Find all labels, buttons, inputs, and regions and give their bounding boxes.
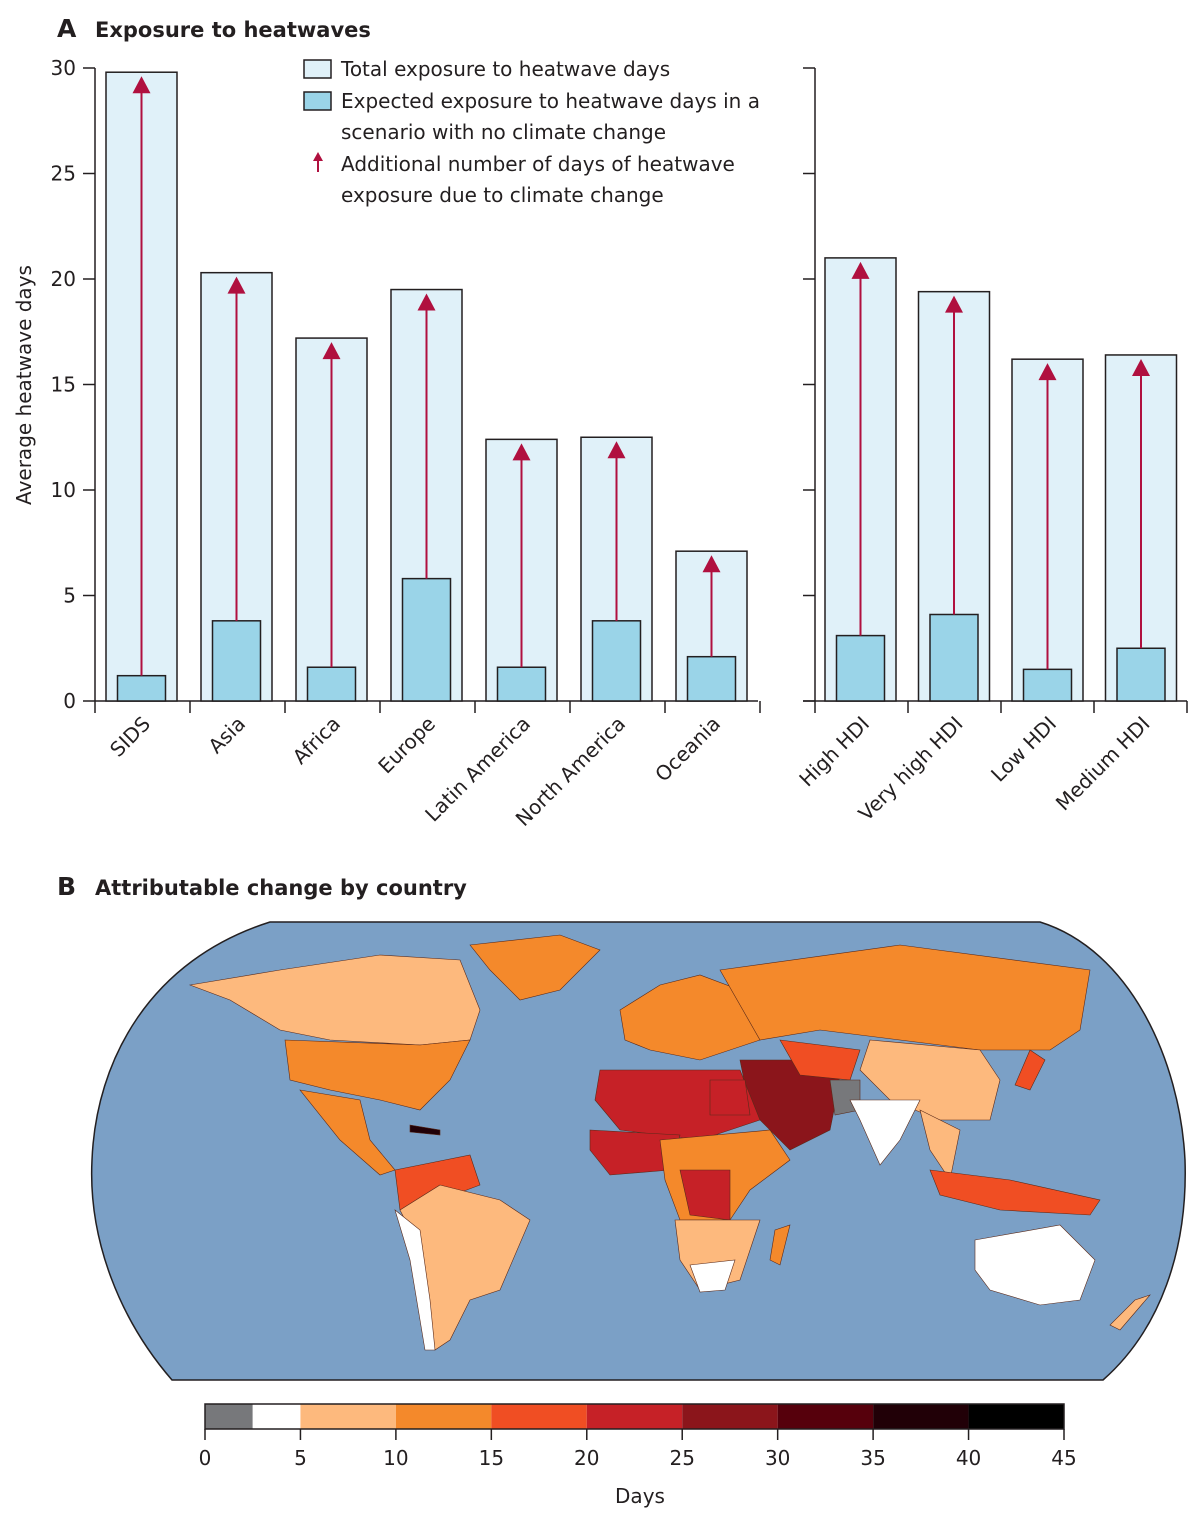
country-united-states <box>284 1039 471 1111</box>
colorbar-bin <box>873 1404 969 1429</box>
country-egypt <box>709 1079 751 1116</box>
arrow-head <box>1038 363 1057 381</box>
country-india <box>849 1099 921 1166</box>
baseline-bar <box>116 674 167 702</box>
colorbar-tick-label: 35 <box>860 1446 885 1470</box>
colorbar-tick-label: 45 <box>1051 1446 1076 1470</box>
colorbar-bin <box>205 1404 253 1429</box>
x-tick-label: High HDI <box>794 712 874 792</box>
colorbar-tick-label: 40 <box>956 1446 981 1470</box>
arrow-head <box>132 76 151 94</box>
colorbar-tick-label: 25 <box>669 1446 694 1470</box>
colorbar-bin <box>682 1404 778 1429</box>
x-tick-label: Asia <box>203 712 250 759</box>
country-madagascar <box>769 1224 791 1266</box>
colorbar-bin <box>491 1404 587 1429</box>
y-tick-label: 5 <box>63 584 76 608</box>
country-andes-west <box>394 1209 436 1351</box>
colorbar-bin <box>300 1404 396 1429</box>
colorbar: 0 5 10 15 20 25 30 35 40 45 <box>199 1403 1077 1470</box>
baseline-bar <box>401 577 452 702</box>
baseline-bar <box>835 634 886 702</box>
legend-entry: Additional number of days of heatwave <box>341 152 735 176</box>
y-tick-label: 15 <box>51 373 76 397</box>
x-tick-label: Low HDI <box>986 712 1061 787</box>
country-new-zealand <box>1109 1294 1151 1331</box>
colorbar-tick-label: 20 <box>574 1446 599 1470</box>
x-tick-label: SIDS <box>105 712 155 762</box>
country-west-africa <box>589 1129 681 1176</box>
arrow-head <box>702 555 721 573</box>
map-border <box>90 921 1186 1381</box>
arrow-head <box>322 342 341 360</box>
y-tick-label: 0 <box>63 689 76 713</box>
colorbar-tick-label: 0 <box>199 1446 212 1470</box>
panel-a-title: Exposure to heatwaves <box>95 18 371 42</box>
arrow-head <box>945 295 963 313</box>
baseline-bar <box>686 655 737 702</box>
legend-entry: scenario with no climate change <box>341 120 666 144</box>
y-tick-label: 20 <box>51 267 76 291</box>
country-south-africa <box>689 1259 736 1293</box>
arrow-head <box>417 293 436 311</box>
baseline-bar <box>306 666 357 702</box>
colorbar-bin <box>252 1404 301 1429</box>
baseline-bar <box>1022 668 1073 702</box>
panel-b-title: Attributable change by country <box>95 876 467 900</box>
panel-a-letter: A <box>57 14 77 43</box>
baseline-bar <box>929 613 979 702</box>
legend-arrow-head <box>313 152 323 161</box>
panel-b-letter: B <box>57 872 76 901</box>
colorbar-tick-label: 15 <box>479 1446 504 1470</box>
y-tick-label: 25 <box>51 162 76 186</box>
colorbar-bin <box>777 1404 874 1429</box>
colorbar-bin <box>968 1404 1064 1429</box>
country-russia-asia <box>719 944 1091 1051</box>
country-greenland <box>469 934 601 1001</box>
legend-entry: Total exposure to heatwave days <box>340 57 670 81</box>
baseline-bar <box>591 620 642 702</box>
country-caribbean <box>409 1124 441 1136</box>
colorbar-bin <box>586 1404 683 1429</box>
x-tick-label: Medium HDI <box>1051 712 1155 816</box>
baseline-bar <box>496 666 547 702</box>
arrow-head <box>607 441 626 459</box>
arrow-head <box>1132 358 1150 376</box>
country-indonesia <box>929 1169 1101 1216</box>
colorbar-tick-label: 5 <box>294 1446 307 1470</box>
y-tick-label: 30 <box>51 56 76 80</box>
country-australia <box>974 1224 1096 1306</box>
colorbar-tick-label: 10 <box>383 1446 408 1470</box>
baseline-bar <box>211 620 262 702</box>
x-tick-label: Africa <box>288 712 345 769</box>
baseline-bar <box>1116 647 1166 702</box>
y-tick-label: 10 <box>51 478 76 502</box>
arrow-head <box>227 276 246 294</box>
legend-baseline-swatch <box>303 91 332 111</box>
arrow-head <box>851 261 870 279</box>
legend-total-swatch <box>303 59 332 79</box>
colorbar-frame <box>204 1403 1065 1430</box>
legend: Total exposure to heatwave days Expected … <box>303 57 760 207</box>
colorbar-bin <box>395 1404 492 1429</box>
x-tick-label: Oceania <box>650 712 725 787</box>
countries <box>188 934 1151 1351</box>
x-tick-label: Europe <box>373 712 440 779</box>
arrow-head <box>512 443 531 461</box>
legend-entry: Expected exposure to heatwave days in a <box>341 89 760 113</box>
colorbar-tick-label: 30 <box>765 1446 790 1470</box>
legend-entry: exposure due to climate change <box>341 183 664 207</box>
colorbar-label: Days <box>615 1484 665 1508</box>
world-map <box>90 921 1186 1381</box>
country-japan <box>1014 1049 1046 1091</box>
y-axis-label: Average heatwave days <box>12 265 36 505</box>
